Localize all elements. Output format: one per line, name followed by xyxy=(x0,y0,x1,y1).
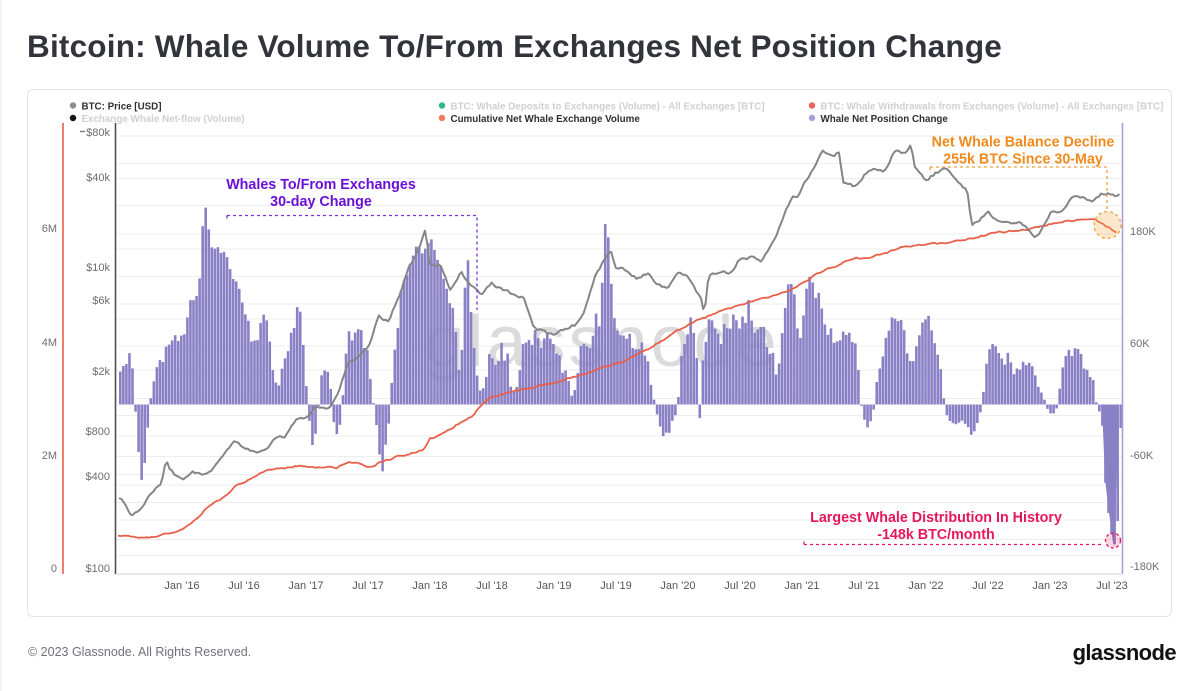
svg-text:-60K: -60K xyxy=(1130,450,1154,462)
svg-text:6M: 6M xyxy=(42,223,57,235)
svg-text:4M: 4M xyxy=(42,337,57,349)
svg-text:60K: 60K xyxy=(1130,338,1150,350)
svg-text:Jan '23: Jan '23 xyxy=(1032,580,1067,592)
svg-text:Jan '20: Jan '20 xyxy=(660,580,695,592)
svg-text:Exchange Whale Net-flow (Volum: Exchange Whale Net-flow (Volume) xyxy=(82,114,245,125)
svg-text:Cumulative Net Whale Exchange: Cumulative Net Whale Exchange Volume xyxy=(451,114,641,125)
svg-text:Largest Whale Distribution In: Largest Whale Distribution In History xyxy=(810,510,1062,526)
svg-text:0: 0 xyxy=(51,563,57,575)
svg-text:$800: $800 xyxy=(86,426,110,438)
svg-text:BTC: Whale Withdrawals from Ex: BTC: Whale Withdrawals from Exchanges (V… xyxy=(821,102,1164,113)
svg-text:30-day Change: 30-day Change xyxy=(270,194,372,210)
svg-text:Jul '22: Jul '22 xyxy=(972,580,1003,592)
svg-text:Jan '17: Jan '17 xyxy=(288,580,323,592)
svg-text:Jul '16: Jul '16 xyxy=(228,580,259,592)
svg-text:Whale Net Position Change: Whale Net Position Change xyxy=(821,114,949,125)
svg-text:$2k: $2k xyxy=(92,366,110,378)
svg-text:BTC: Whale Deposits to Exchang: BTC: Whale Deposits to Exchanges (Volume… xyxy=(451,102,765,113)
svg-text:glassnode: glassnode xyxy=(1073,640,1177,665)
svg-text:$80k: $80k xyxy=(86,127,110,139)
svg-text:$100: $100 xyxy=(86,563,110,575)
svg-text:2M: 2M xyxy=(42,450,57,462)
svg-text:$400: $400 xyxy=(86,471,110,483)
svg-text:Jul '17: Jul '17 xyxy=(352,580,383,592)
svg-text:Jul '21: Jul '21 xyxy=(848,580,879,592)
svg-text:180K: 180K xyxy=(1130,226,1156,238)
svg-text:Jul '19: Jul '19 xyxy=(600,580,631,592)
svg-text:Whales To/From Exchanges: Whales To/From Exchanges xyxy=(226,177,416,193)
svg-text:Jul '18: Jul '18 xyxy=(476,580,507,592)
svg-text:Jan '16: Jan '16 xyxy=(164,580,199,592)
svg-text:Jul '23: Jul '23 xyxy=(1096,580,1127,592)
svg-text:Jan '22: Jan '22 xyxy=(908,580,943,592)
svg-text:-180K: -180K xyxy=(1130,561,1160,573)
svg-text:Jan '19: Jan '19 xyxy=(536,580,571,592)
svg-text:BTC: Price [USD]: BTC: Price [USD] xyxy=(82,102,162,113)
svg-text:$10k: $10k xyxy=(86,262,110,274)
svg-text:Jan '21: Jan '21 xyxy=(784,580,819,592)
svg-text:-148k BTC/month: -148k BTC/month xyxy=(877,527,995,543)
svg-text:Jul '20: Jul '20 xyxy=(724,580,755,592)
svg-text:Net Whale Balance Decline: Net Whale Balance Decline xyxy=(932,135,1115,151)
svg-text:$6k: $6k xyxy=(92,295,110,307)
svg-text:255k BTC Since 30-May: 255k BTC Since 30-May xyxy=(943,152,1103,168)
svg-text:Jan '18: Jan '18 xyxy=(412,580,447,592)
svg-text:$40k: $40k xyxy=(86,172,110,184)
